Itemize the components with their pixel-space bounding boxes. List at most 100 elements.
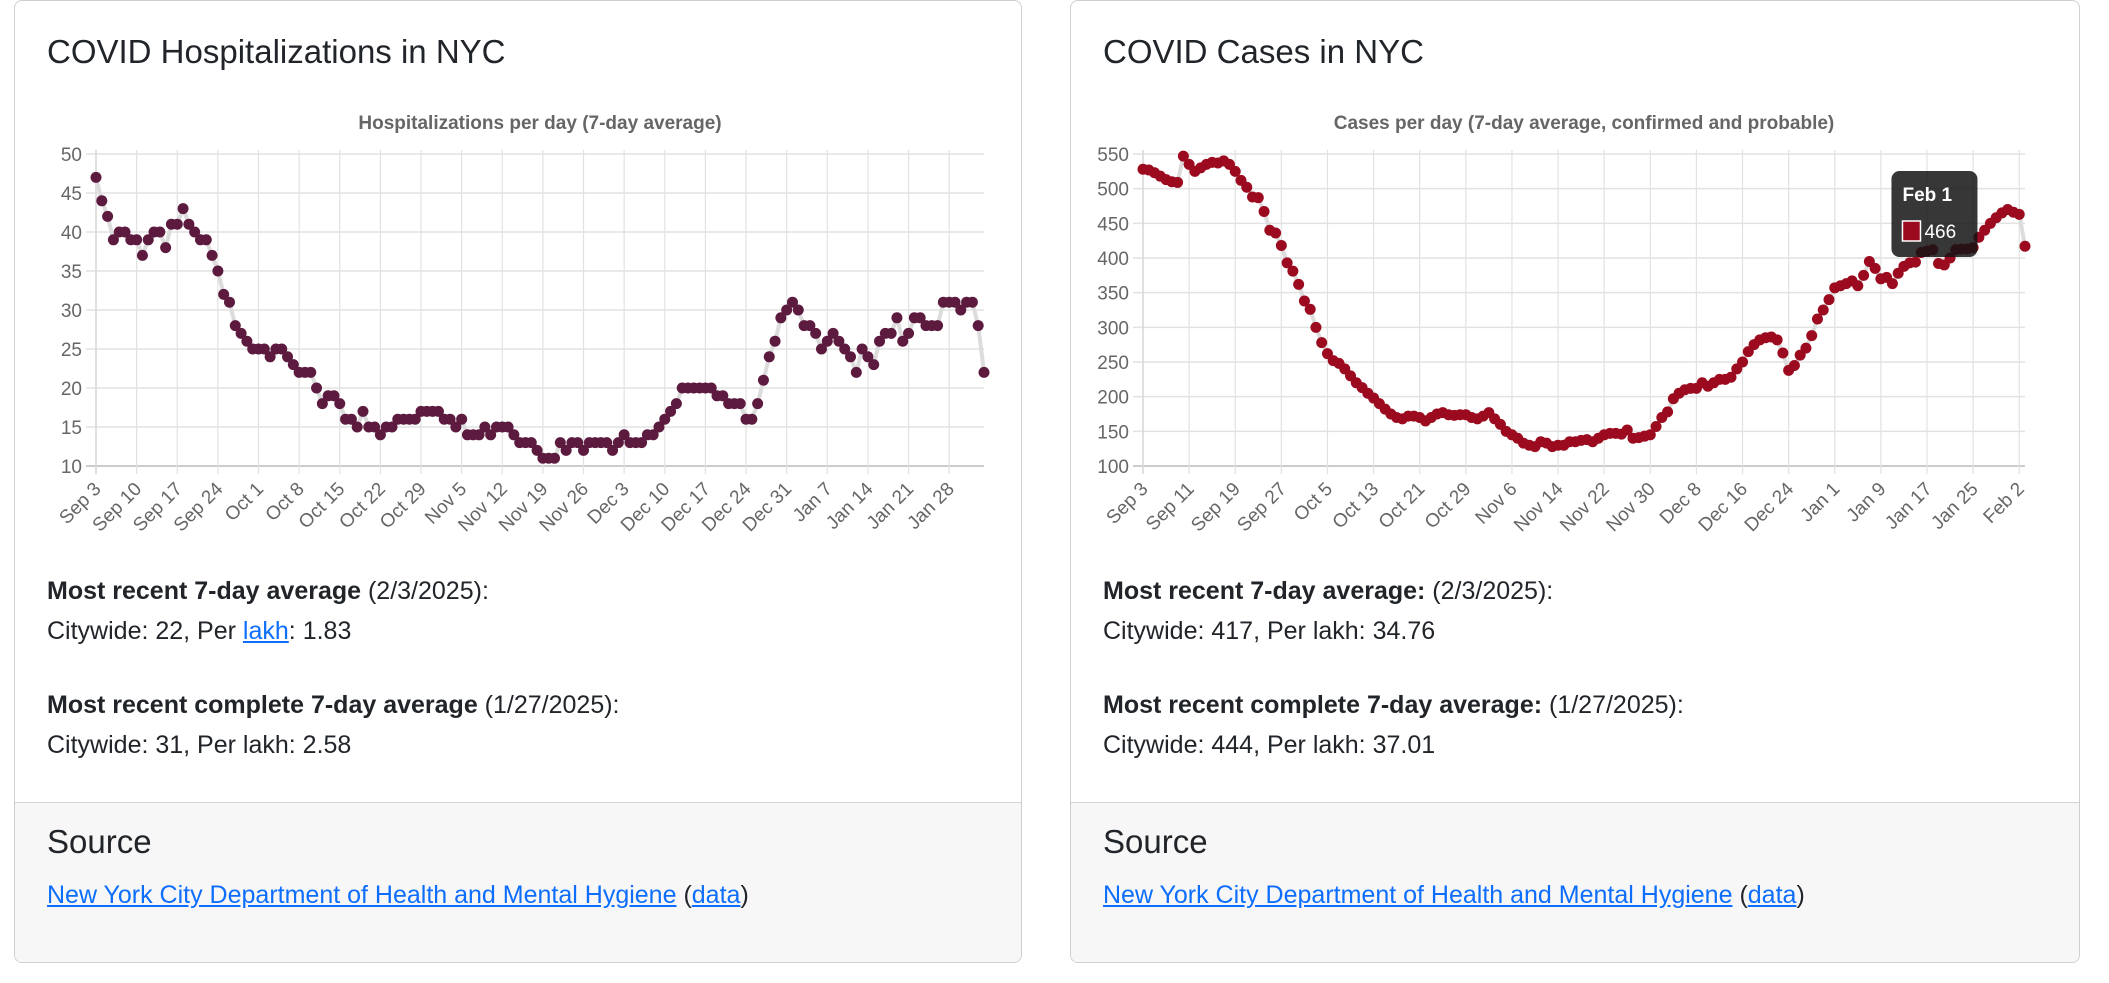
data-point (868, 359, 880, 371)
data-point (102, 210, 114, 222)
y-tick-label: 550 (1097, 145, 1129, 166)
x-tick-label: Nov 30 (1602, 479, 1659, 536)
data-point (1310, 321, 1322, 333)
data-point (206, 249, 218, 261)
x-tick-label: Jan 25 (1927, 479, 1982, 534)
data-point (229, 320, 241, 332)
data-point (1823, 294, 1835, 306)
paren: ) (740, 881, 749, 909)
tooltip-title: Feb 1 (1902, 185, 1952, 206)
data-point (612, 437, 624, 449)
chart-title: Hospitalizations per day (7-day average) (358, 113, 721, 134)
data-point (177, 203, 189, 215)
data-point (96, 195, 108, 207)
data-point (653, 421, 665, 433)
y-tick-label: 400 (1097, 249, 1129, 270)
y-tick-label: 10 (61, 457, 82, 478)
x-tick-label: Jan 17 (1881, 479, 1936, 534)
x-tick-label: Dec 24 (1741, 478, 1799, 536)
data-point (752, 398, 764, 410)
data-point (136, 249, 148, 261)
data-point (949, 296, 961, 308)
data-point (374, 429, 386, 441)
data-link[interactable]: data (691, 881, 741, 909)
paren: ) (1796, 881, 1805, 909)
complete-date: (1/27/2025): (477, 691, 620, 719)
data-point (160, 242, 172, 254)
data-link[interactable]: data (1747, 881, 1797, 909)
x-tick-label: Sep 11 (1142, 479, 1198, 535)
data-point (1771, 334, 1783, 346)
data-point (1806, 330, 1818, 342)
x-tick-label: Jan 28 (904, 479, 959, 534)
data-point (345, 413, 357, 425)
data-point (276, 343, 288, 355)
y-tick-label: 350 (1097, 284, 1129, 305)
data-point (1817, 304, 1829, 316)
y-tick-label: 150 (1097, 422, 1129, 443)
hospitalizations-chart[interactable]: Hospitalizations per day (7-day average)… (15, 1, 1022, 561)
data-point (212, 265, 224, 277)
data-point (485, 429, 497, 441)
source-footer: Source New York City Department of Healt… (15, 802, 1021, 962)
data-point (810, 327, 822, 339)
data-point (955, 304, 967, 316)
data-point (1909, 256, 1921, 268)
data-point (549, 452, 561, 464)
data-point (258, 343, 270, 355)
data-point (1172, 176, 1184, 188)
data-point (618, 429, 630, 441)
data-point (786, 296, 798, 308)
recent-date: (2/3/2025): (1425, 577, 1554, 605)
data-point (444, 413, 456, 425)
x-tick-label: Nov 14 (1510, 478, 1568, 536)
data-point (2019, 240, 2031, 252)
lakh-link[interactable]: lakh (242, 617, 289, 645)
recent-date: (2/3/2025): (361, 577, 489, 605)
x-tick-label: Oct 13 (1329, 479, 1383, 533)
data-point (775, 312, 787, 324)
data-point (1270, 227, 1282, 239)
stats: Most recent 7-day average: (2/3/2025): C… (1103, 571, 1684, 799)
data-point (1737, 356, 1749, 368)
cases-chart[interactable]: Cases per day (7-day average, confirmed … (1071, 1, 2080, 561)
data-point (1811, 313, 1823, 325)
data-point (665, 405, 677, 417)
recent-lakh-value: : 1.83 (288, 617, 352, 645)
data-point (1800, 342, 1812, 354)
tooltip-swatch (1901, 220, 1922, 242)
data-point (1252, 192, 1264, 204)
source-link[interactable]: New York City Department of Health and M… (47, 881, 677, 909)
data-point (282, 351, 294, 363)
data-point (903, 327, 915, 339)
cases-card: COVID Cases in NYC Cases per day (7-day … (1070, 0, 2080, 963)
data-point (1725, 371, 1737, 383)
data-point (746, 413, 758, 425)
series-line (94, 176, 986, 461)
data-point (601, 437, 613, 449)
data-point (1258, 206, 1270, 218)
data-point (734, 398, 746, 410)
data-point (1287, 265, 1299, 277)
data-point (142, 234, 154, 246)
data-point (107, 234, 119, 246)
y-tick-label: 45 (61, 184, 82, 205)
data-point (1316, 337, 1328, 349)
data-point (856, 343, 868, 355)
complete-label: Most recent complete 7-day average: (1103, 691, 1543, 719)
data-point (897, 335, 909, 347)
data-point (264, 351, 276, 363)
data-point (636, 437, 648, 449)
data-point (717, 390, 729, 402)
data-point (1229, 165, 1241, 177)
tooltip-value: 466 (1924, 222, 1956, 243)
data-point (572, 437, 584, 449)
source-link[interactable]: New York City Department of Health and M… (1103, 881, 1733, 909)
y-tick-label: 40 (61, 223, 82, 244)
data-point (1662, 406, 1674, 418)
source-title: Source (47, 823, 152, 860)
data-point (171, 218, 183, 230)
data-point (1644, 429, 1656, 441)
stats: Most recent 7-day average (2/3/2025): Ci… (47, 571, 620, 799)
data-point (815, 343, 827, 355)
